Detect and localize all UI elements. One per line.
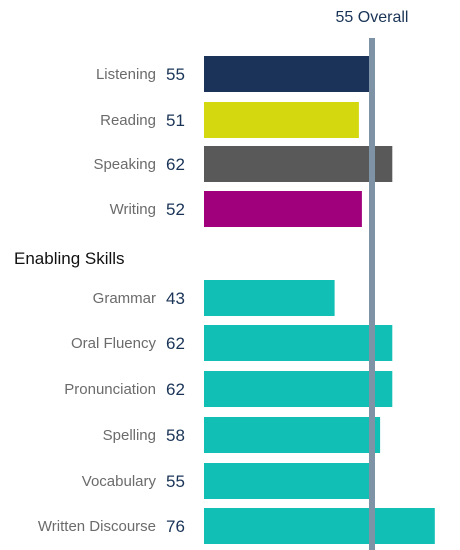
value-label-writing: 52 bbox=[166, 200, 185, 219]
bar-pronunciation bbox=[204, 371, 393, 407]
section-title-enabling-skills: Enabling Skills bbox=[14, 249, 125, 268]
value-label-written-discourse: 76 bbox=[166, 517, 185, 536]
bar-listening bbox=[204, 56, 371, 92]
bar-spelling bbox=[204, 417, 381, 453]
value-label-grammar: 43 bbox=[166, 289, 185, 308]
overall-reference-line bbox=[369, 38, 375, 550]
bar-written-discourse bbox=[204, 508, 435, 544]
value-label-oral-fluency: 62 bbox=[166, 334, 185, 353]
category-label-reading: Reading bbox=[100, 112, 156, 129]
value-label-listening: 55 bbox=[166, 65, 185, 84]
category-label-speaking: Speaking bbox=[93, 156, 156, 173]
category-label-oral-fluency: Oral Fluency bbox=[71, 335, 157, 352]
value-label-vocabulary: 55 bbox=[166, 472, 185, 491]
bar-oral-fluency bbox=[204, 325, 393, 361]
category-label-written-discourse: Written Discourse bbox=[38, 518, 156, 535]
overall-score-text: Overall bbox=[358, 9, 409, 26]
value-label-reading: 51 bbox=[166, 111, 185, 130]
category-label-vocabulary: Vocabulary bbox=[82, 473, 157, 490]
bar-grammar bbox=[204, 280, 335, 316]
overall-score-label: 55 Overall bbox=[336, 9, 409, 26]
overall-score-value: 55 bbox=[336, 9, 358, 26]
bar-writing bbox=[204, 191, 362, 227]
category-label-spelling: Spelling bbox=[103, 427, 156, 444]
bar-speaking bbox=[204, 146, 393, 182]
value-label-pronunciation: 62 bbox=[166, 380, 185, 399]
category-label-writing: Writing bbox=[110, 201, 156, 218]
bar-reading bbox=[204, 102, 359, 138]
category-label-pronunciation: Pronunciation bbox=[64, 381, 156, 398]
bar-vocabulary bbox=[204, 463, 371, 499]
category-label-listening: Listening bbox=[96, 66, 156, 83]
value-label-spelling: 58 bbox=[166, 426, 185, 445]
category-label-grammar: Grammar bbox=[93, 290, 156, 307]
value-label-speaking: 62 bbox=[166, 155, 185, 174]
